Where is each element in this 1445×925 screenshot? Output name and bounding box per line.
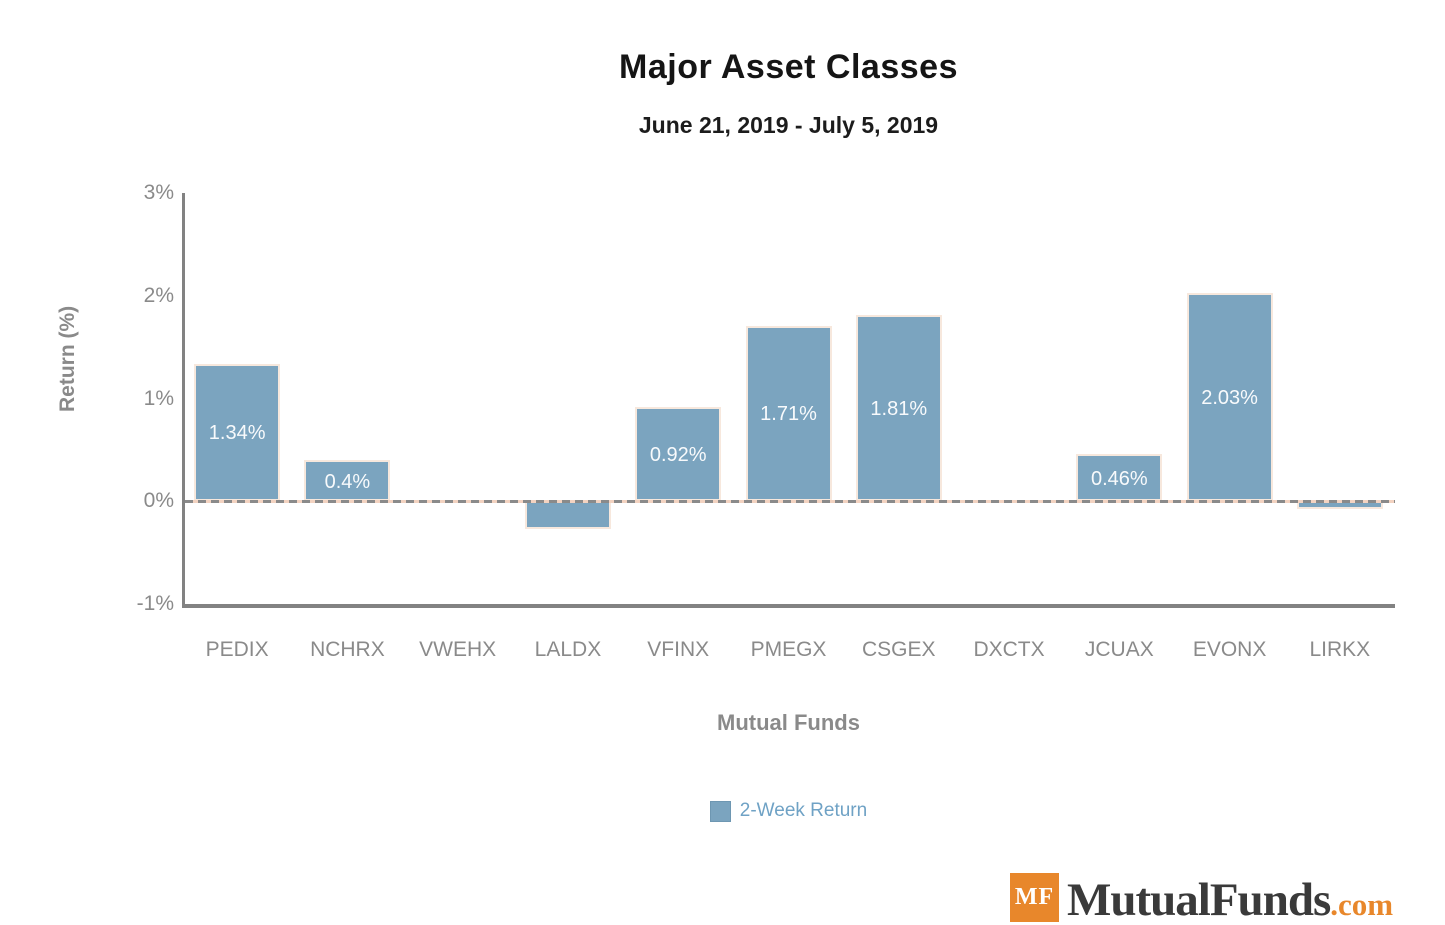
legend-swatch-icon (709, 800, 731, 822)
y-tick-label: -1% (136, 592, 174, 615)
logo-name: MutualFunds (1067, 873, 1331, 925)
chart-subtitle: June 21, 2019 - July 5, 2019 (638, 112, 939, 138)
bar-value-label: 1.34% (208, 422, 266, 445)
bar-jcuax: 0.46% (1076, 453, 1163, 502)
bar-value-label: 2.03% (1201, 386, 1258, 409)
x-tick-label-vfinx: VFINX (647, 638, 710, 661)
bar-value-label: 0.46% (1090, 467, 1148, 490)
x-axis-title: Mutual Funds (717, 710, 860, 735)
x-tick-label-laldx: LALDX (534, 638, 602, 661)
bar-value-label: 0.4% (324, 470, 371, 493)
bar-vfinx: 0.92% (635, 406, 722, 502)
bar-pmegx: 1.71% (745, 325, 832, 502)
x-tick-label-nchrx: NCHRX (310, 638, 385, 661)
x-tick-label-dxctx: DXCTX (973, 638, 1045, 661)
bar-evonx: 2.03% (1186, 292, 1273, 502)
bar-value-label: 0.92% (649, 443, 707, 466)
logo-suffix: .com (1330, 887, 1394, 923)
x-axis-line (182, 604, 1395, 608)
bar-value-label: 1.71% (760, 403, 817, 426)
y-tick-label: 3% (143, 181, 174, 204)
bar-nchrx: 0.4% (304, 460, 391, 502)
x-tick-label-csgex: CSGEX (861, 638, 936, 661)
bar-csgex: 1.81% (855, 315, 942, 502)
x-tick-label-pedix: PEDIX (205, 638, 269, 661)
y-axis-line (182, 193, 185, 607)
mutualfunds-logo[interactable]: MF MutualFunds .com (1010, 873, 1394, 925)
plot-area: 3% 2% 1% 0% -1% 1.34% 0.4% 0.92% 1.71% 1.81% 0.46… (137, 181, 1395, 661)
x-tick-label-jcuax: JCUAX (1084, 638, 1154, 661)
x-tick-label-pmegx: PMEGX (750, 638, 827, 661)
y-tick-label: 1% (143, 386, 174, 410)
y-tick-label: 2% (143, 283, 174, 307)
mf-logo-icon: MF (1010, 873, 1059, 922)
bar-pedix: 1.34% (194, 363, 281, 502)
bar-value-label: 1.81% (870, 398, 928, 421)
bar-laldx (524, 501, 611, 529)
zero-baseline (185, 499, 1395, 503)
x-tick-label-vwehx: VWEHX (419, 638, 497, 661)
chart-title: Major Asset Classes (619, 48, 958, 86)
x-tick-label-lirkx: LIRKX (1309, 638, 1371, 661)
legend-label: 2-Week Return (739, 800, 868, 821)
x-tick-label-evonx: EVONX (1192, 638, 1267, 661)
y-tick-label: 0% (143, 489, 174, 513)
legend-item-2-week-return[interactable]: 2-Week Return (182, 800, 1395, 822)
